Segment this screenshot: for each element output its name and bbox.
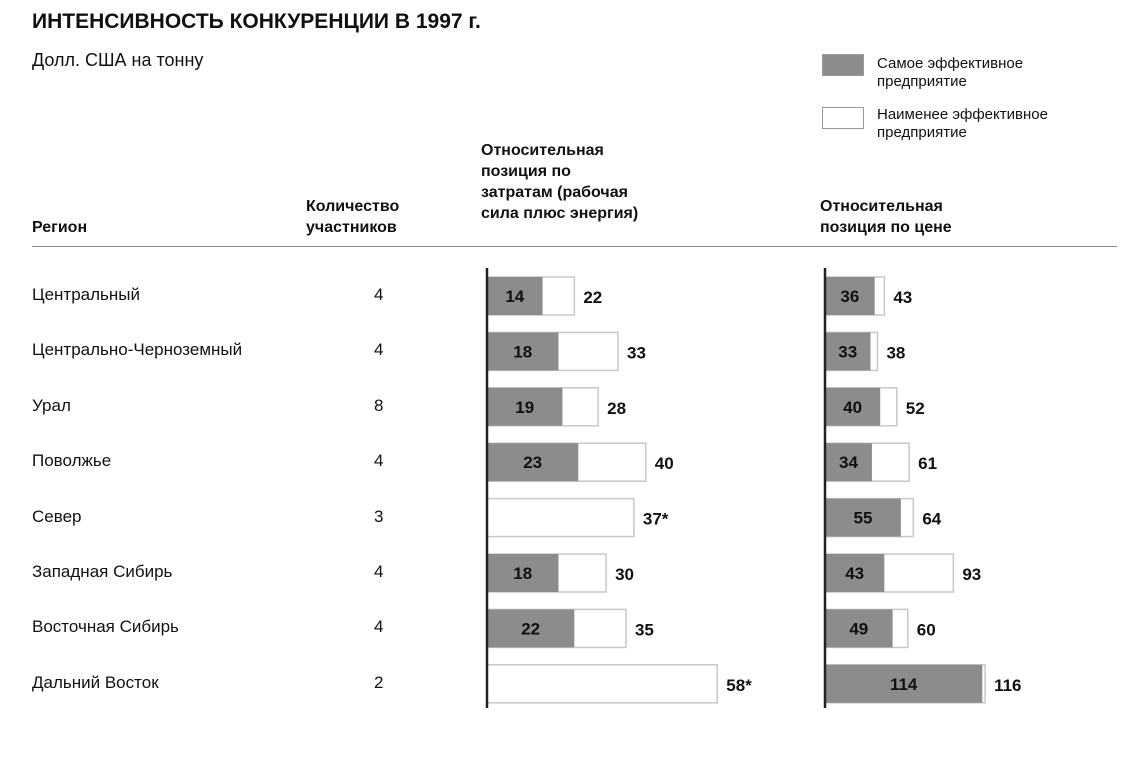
legend-label-most: Самое эффективное предприятие (877, 55, 1137, 91)
participant-count: 4 (374, 285, 384, 304)
label-most-efficient: 19 (515, 398, 534, 417)
region-label: Север (32, 506, 82, 526)
bar-most-efficient (487, 609, 575, 648)
header-line: затратам (рабочая (481, 184, 628, 201)
bar-most-efficient (825, 498, 901, 537)
label-least-efficient: 37* (643, 510, 669, 529)
label-most-efficient: 55 (853, 509, 872, 528)
bar-most-efficient (487, 387, 563, 426)
label-least-efficient: 64 (922, 510, 941, 529)
label-least-efficient: 60 (917, 620, 936, 639)
header-count: Количество участников (306, 196, 399, 238)
legend-line: предприятие (877, 73, 967, 90)
participant-count: 2 (374, 672, 384, 692)
label-least-efficient: 116 (994, 676, 1021, 695)
label-least-efficient: 28 (607, 399, 626, 418)
label-most-efficient: 22 (521, 619, 540, 638)
header-line: участников (306, 219, 397, 236)
bar-least-efficient (486, 497, 635, 538)
label-least-efficient: 58* (726, 676, 752, 695)
bar-most-efficient (825, 443, 872, 482)
legend-swatch-least (822, 107, 864, 129)
legend-swatch-most (822, 54, 864, 76)
header-line: Относительная (820, 198, 943, 215)
bar-most-efficient (487, 443, 579, 482)
bar-least-efficient (486, 664, 719, 704)
chart-title: ИНТЕНСИВНОСТЬ КОНКУРЕНЦИИ В 1997 г. (32, 10, 481, 33)
label-least-efficient: 93 (962, 565, 981, 584)
label-least-efficient: 30 (615, 565, 634, 584)
label-most-efficient: 18 (513, 564, 532, 583)
label-most-efficient: 36 (840, 287, 859, 306)
bar-most-efficient (825, 554, 885, 592)
label-most-efficient: 23 (523, 453, 542, 472)
region-label: Урал (32, 395, 71, 415)
header-region: Регион (32, 219, 88, 236)
label-least-efficient: 40 (655, 454, 674, 473)
label-most-efficient: 43 (845, 564, 864, 583)
participant-count: 4 (374, 562, 384, 581)
bar-most-efficient (825, 277, 875, 315)
label-least-efficient: 22 (583, 288, 602, 307)
header-line: Относительная (481, 142, 604, 159)
legend-line: предприятие (877, 124, 967, 141)
region-label: Западная Сибирь (32, 562, 173, 581)
header-cost: Относительная позиция по затратам (рабоч… (481, 140, 638, 224)
label-least-efficient: 43 (893, 288, 912, 307)
participant-count: 4 (374, 451, 384, 471)
header-price: Относительная позиция по цене (820, 196, 952, 238)
participant-count: 3 (374, 506, 384, 526)
legend-line: Наименее эффективное (877, 106, 1048, 123)
legend-label-least: Наименее эффективное предприятие (877, 106, 1137, 142)
bar-most-efficient (825, 664, 983, 703)
label-most-efficient: 14 (505, 287, 524, 306)
label-least-efficient: 52 (906, 399, 925, 418)
bar-most-efficient (487, 554, 559, 592)
label-most-efficient: 49 (849, 619, 868, 638)
participant-count: 4 (374, 617, 384, 637)
bar-most-efficient (487, 332, 559, 371)
bar-most-efficient (825, 609, 893, 648)
chart-subtitle: Долл. США на тонну (32, 50, 204, 70)
region-label: Центрально-Черноземный (32, 340, 243, 360)
header-line: сила плюс энергия) (481, 205, 639, 222)
label-least-efficient: 61 (918, 454, 937, 473)
legend-line: Самое эффективное (877, 55, 1024, 72)
participant-count: 8 (374, 395, 384, 415)
region-label: Поволжье (32, 451, 112, 471)
label-least-efficient: 33 (627, 343, 646, 362)
participant-count: 4 (374, 340, 384, 360)
label-most-efficient: 34 (839, 453, 858, 472)
header-line: позиция по (481, 163, 571, 180)
label-most-efficient: 40 (843, 398, 862, 417)
label-most-efficient: 114 (890, 675, 918, 694)
label-least-efficient: 38 (886, 343, 905, 362)
bar-most-efficient (487, 277, 543, 315)
header-line: позиция по цене (820, 219, 952, 236)
label-most-efficient: 33 (838, 342, 857, 361)
header-rule (32, 246, 1117, 247)
bar-most-efficient (825, 387, 881, 426)
region-label: Дальний Восток (32, 672, 159, 692)
region-label: Центральный (32, 285, 140, 304)
bar-most-efficient (825, 332, 871, 371)
region-label: Восточная Сибирь (32, 617, 179, 637)
header-line: Количество (306, 198, 400, 215)
label-most-efficient: 18 (513, 342, 532, 361)
label-least-efficient: 35 (635, 620, 654, 639)
